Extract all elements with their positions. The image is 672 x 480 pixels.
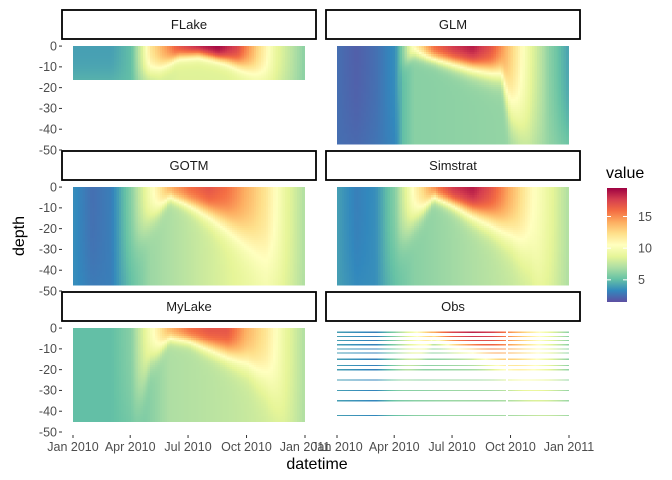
chart-figure: FLake GLMGOTM SimstratMyLake Obs 0-10-20-30…	[0, 0, 672, 480]
facet-glm: GLM	[326, 10, 580, 144]
facet-label: GLM	[439, 17, 467, 32]
heatmap-cells	[73, 46, 305, 80]
facet-flake: FLake	[62, 10, 316, 80]
facet-label: FLake	[171, 17, 207, 32]
heatmap-cell	[302, 79, 305, 80]
heatmap-cells	[337, 46, 569, 144]
